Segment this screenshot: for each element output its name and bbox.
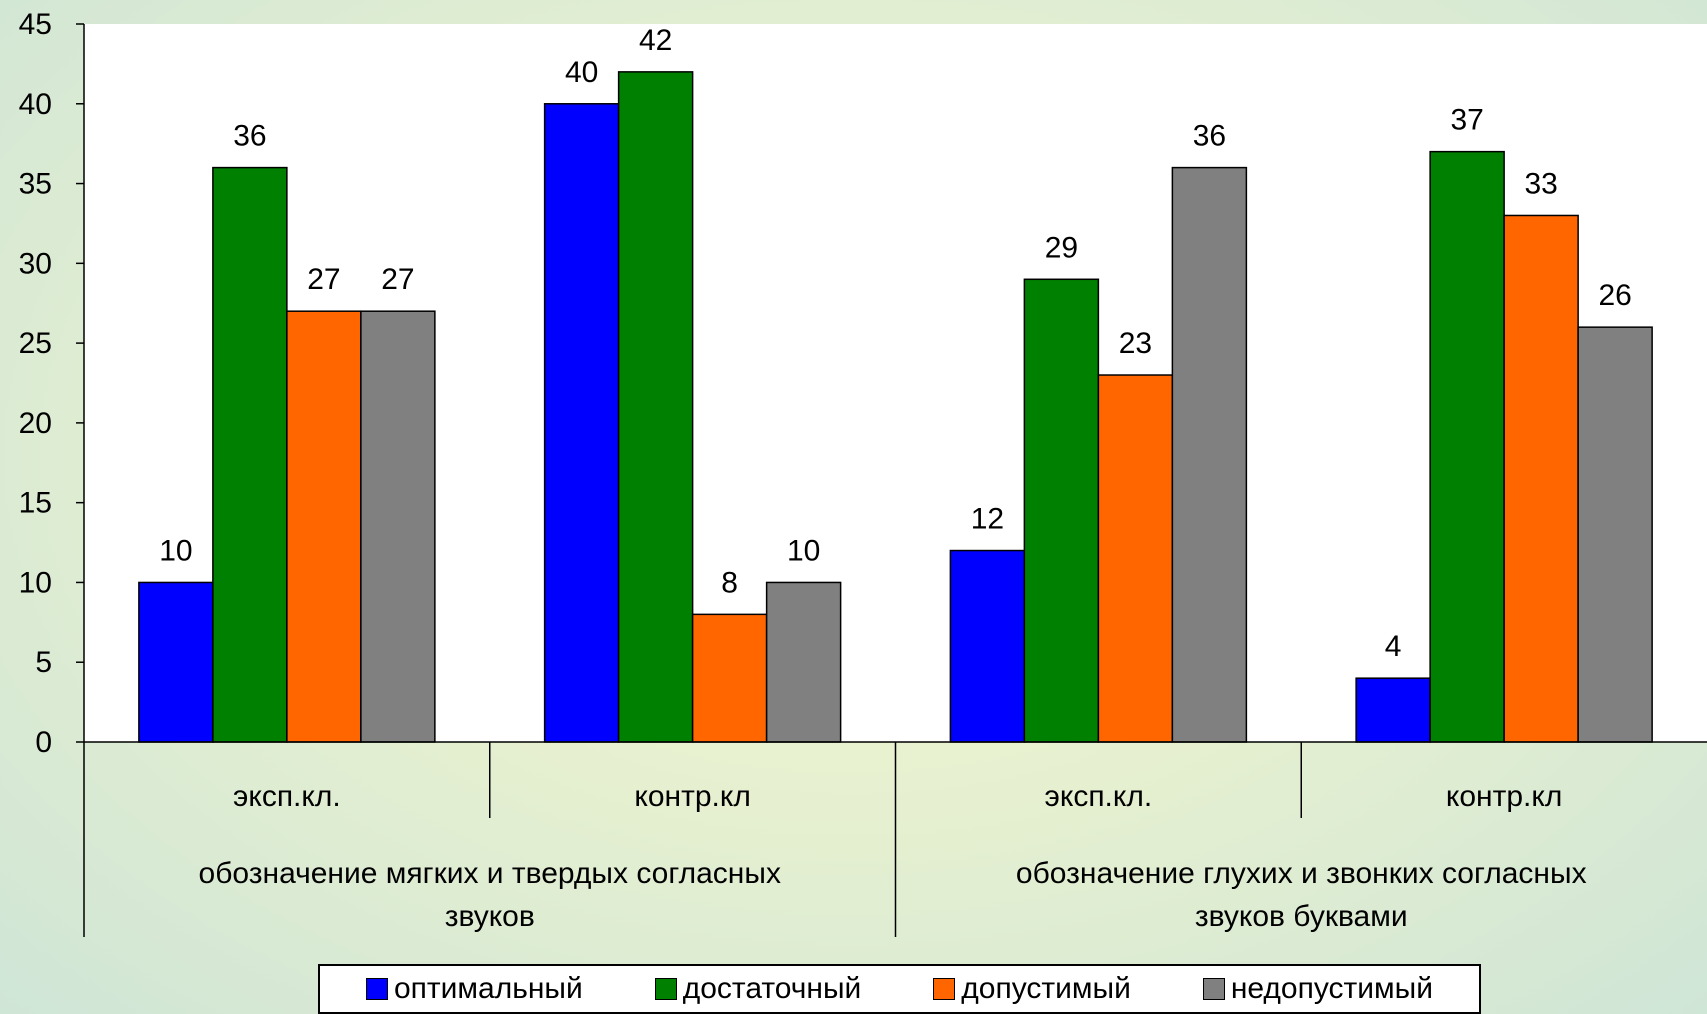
y-tick-label: 5 xyxy=(35,646,52,679)
bar xyxy=(1503,214,1579,743)
y-tick-label: 0 xyxy=(35,726,52,759)
bar xyxy=(138,581,214,743)
legend-swatch xyxy=(365,978,388,1000)
legend-label: допустимый xyxy=(961,972,1131,1005)
group-label-line: обозначение глухих и звонких согласных xyxy=(1016,857,1587,890)
data-label: 26 xyxy=(1598,279,1631,312)
bars xyxy=(138,71,1653,743)
y-axis: 0 5 10 15 20 25 30 35 40 45 xyxy=(19,8,85,759)
data-label: 23 xyxy=(1119,327,1152,360)
legend-swatch xyxy=(1202,978,1225,1000)
legend-label: оптимальный xyxy=(393,972,583,1005)
y-tick-label: 30 xyxy=(19,247,52,280)
bar xyxy=(543,103,620,743)
legend-item: допустимый xyxy=(933,972,1131,1006)
group-label-line: звуков xyxy=(445,900,535,933)
y-tick-label: 35 xyxy=(19,168,52,201)
bar xyxy=(691,613,768,743)
legend: оптимальный достаточный допустимый недопуст… xyxy=(318,964,1481,1014)
legend-item: достаточный xyxy=(654,972,862,1006)
group-label-line: обозначение мягких и твердых согласных xyxy=(199,857,781,890)
y-tick-label: 40 xyxy=(19,88,52,121)
bar xyxy=(765,581,842,743)
group-label-line: звуков буквами xyxy=(1195,900,1408,933)
data-label: 36 xyxy=(1193,120,1226,153)
legend-label: недопустимый xyxy=(1230,972,1433,1005)
bar xyxy=(1097,374,1174,743)
bar-chart: 0 5 10 15 20 25 30 35 40 45 10 36 27 27 40 42 8 10 12 29 23… xyxy=(19,8,1707,937)
data-label: 4 xyxy=(1385,630,1402,663)
y-tick-label: 15 xyxy=(19,487,52,520)
y-tick-label: 10 xyxy=(19,566,52,599)
bar xyxy=(1171,166,1248,743)
category-label: эксп.кл. xyxy=(1045,780,1153,813)
bar xyxy=(286,310,362,743)
legend-item: оптимальный xyxy=(365,972,583,1006)
data-label: 10 xyxy=(787,534,820,567)
data-label: 27 xyxy=(307,263,340,296)
y-tick-label: 20 xyxy=(19,407,52,440)
bar xyxy=(1577,326,1653,743)
y-tick-label: 25 xyxy=(19,327,52,360)
legend-item: недопустимый xyxy=(1202,972,1433,1006)
data-label: 8 xyxy=(721,566,738,599)
bar xyxy=(1429,150,1505,743)
data-label: 42 xyxy=(639,24,672,57)
bar xyxy=(360,310,436,743)
y-tick-label: 45 xyxy=(19,8,52,41)
data-label: 10 xyxy=(159,534,192,567)
x-axis: эксп.кл. контр.кл эксп.кл. контр.кл обозначе… xyxy=(83,741,1707,937)
data-label: 29 xyxy=(1045,231,1078,264)
data-label: 33 xyxy=(1524,167,1557,200)
legend-swatch xyxy=(654,978,677,1000)
data-label: 40 xyxy=(565,56,598,89)
bar xyxy=(212,166,288,743)
bar xyxy=(1023,278,1100,743)
data-labels: 10 36 27 27 40 42 8 10 12 29 23 36 4 37 33 26 xyxy=(159,24,1632,663)
bar xyxy=(1355,677,1431,743)
bar xyxy=(617,71,694,743)
category-label: контр.кл xyxy=(634,780,750,813)
data-label: 36 xyxy=(233,120,266,153)
legend-swatch xyxy=(933,978,956,1000)
data-label: 12 xyxy=(971,503,1004,536)
category-label: контр.кл xyxy=(1446,780,1562,813)
data-label: 37 xyxy=(1450,104,1483,137)
legend-label: достаточный xyxy=(682,972,862,1005)
data-label: 27 xyxy=(381,263,414,296)
category-label: эксп.кл. xyxy=(233,780,341,813)
bar xyxy=(949,549,1026,743)
